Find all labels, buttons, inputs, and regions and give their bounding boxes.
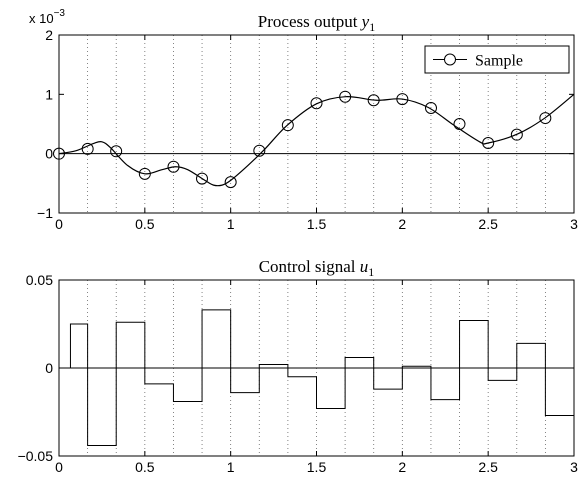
y-tick-label: 1 bbox=[45, 86, 53, 102]
x-tick-label: 3 bbox=[570, 459, 578, 475]
x-tick-label: 2 bbox=[398, 216, 406, 232]
axes-box bbox=[58, 279, 575, 457]
sample-marker bbox=[167, 160, 180, 173]
y-tick-label: −1 bbox=[37, 205, 53, 221]
y-tick-label: −0.05 bbox=[18, 448, 54, 464]
x-tick-label: 0 bbox=[55, 459, 63, 475]
chart-title: Control signal u1 bbox=[259, 257, 375, 279]
x-tick-label: 2.5 bbox=[478, 216, 498, 232]
sample-marker bbox=[396, 93, 409, 106]
x-tick-label: 2 bbox=[398, 459, 406, 475]
x-tick-label: 2.5 bbox=[478, 459, 498, 475]
legend-label: Sample bbox=[475, 53, 523, 70]
y-tick-label: 0.05 bbox=[26, 272, 53, 288]
x-tick-label: 0.5 bbox=[135, 216, 155, 232]
sample-marker bbox=[224, 176, 237, 189]
x-tick-label: 0 bbox=[55, 216, 63, 232]
output-curve bbox=[58, 93, 575, 187]
sample-marker bbox=[310, 97, 323, 110]
y-tick-label: 2 bbox=[45, 27, 53, 43]
sample-marker bbox=[482, 136, 495, 149]
sample-marker bbox=[138, 167, 151, 180]
sample-marker bbox=[453, 118, 466, 130]
sample-marker bbox=[195, 172, 208, 185]
y-tick-label: 0 bbox=[45, 360, 53, 376]
x-tick-label: 3 bbox=[570, 216, 578, 232]
axes-box bbox=[58, 34, 575, 214]
x-tick-label: 1 bbox=[227, 216, 235, 232]
control-staircase bbox=[59, 309, 574, 446]
sample-marker bbox=[339, 90, 352, 103]
x-tick-label: 1 bbox=[227, 459, 235, 475]
y-tick-label: 0 bbox=[45, 146, 53, 162]
sample-marker bbox=[81, 142, 94, 155]
sample-marker bbox=[510, 128, 523, 141]
x-tick-label: 1.5 bbox=[307, 216, 327, 232]
x-tick-label: 1.5 bbox=[307, 459, 327, 475]
chart-title: Process output y1 bbox=[258, 12, 375, 34]
legend-marker bbox=[444, 53, 456, 66]
x-tick-label: 0.5 bbox=[135, 459, 155, 475]
sample-marker bbox=[367, 94, 380, 107]
sample-marker bbox=[281, 119, 294, 132]
sample-marker bbox=[539, 112, 552, 125]
sample-marker bbox=[425, 101, 438, 114]
sample-marker bbox=[110, 145, 123, 158]
sample-marker bbox=[253, 144, 266, 157]
axis-exponent-label: x 10−3 bbox=[29, 8, 65, 26]
